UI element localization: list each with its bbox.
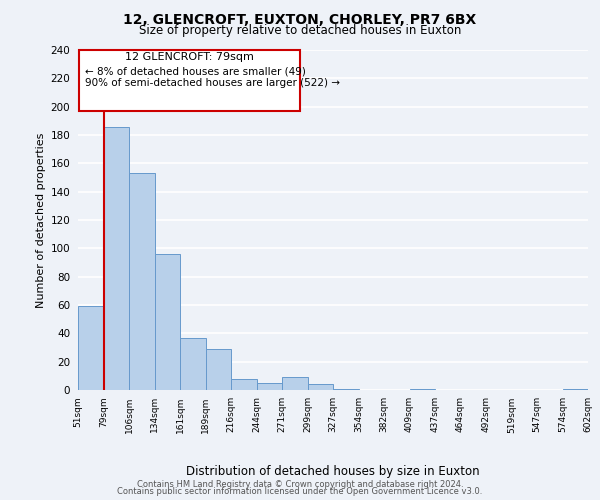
Text: ← 8% of detached houses are smaller (49): ← 8% of detached houses are smaller (49) bbox=[85, 66, 306, 76]
Text: Distribution of detached houses by size in Euxton: Distribution of detached houses by size … bbox=[186, 464, 480, 477]
Text: Contains HM Land Registry data © Crown copyright and database right 2024.: Contains HM Land Registry data © Crown c… bbox=[137, 480, 463, 489]
Bar bbox=[129, 174, 155, 390]
Text: Size of property relative to detached houses in Euxton: Size of property relative to detached ho… bbox=[139, 24, 461, 37]
Text: 12, GLENCROFT, EUXTON, CHORLEY, PR7 6BX: 12, GLENCROFT, EUXTON, CHORLEY, PR7 6BX bbox=[124, 12, 476, 26]
Bar bbox=[231, 378, 257, 390]
Bar bbox=[333, 388, 359, 390]
Text: 12 GLENCROFT: 79sqm: 12 GLENCROFT: 79sqm bbox=[125, 52, 254, 62]
Bar bbox=[282, 377, 308, 390]
Text: Contains public sector information licensed under the Open Government Licence v3: Contains public sector information licen… bbox=[118, 487, 482, 496]
Bar bbox=[104, 126, 129, 390]
Bar bbox=[563, 388, 588, 390]
Bar bbox=[180, 338, 205, 390]
Y-axis label: Number of detached properties: Number of detached properties bbox=[37, 132, 46, 308]
Bar bbox=[78, 306, 104, 390]
Bar bbox=[257, 383, 282, 390]
Bar bbox=[308, 384, 333, 390]
Text: 90% of semi-detached houses are larger (522) →: 90% of semi-detached houses are larger (… bbox=[85, 78, 340, 88]
Bar bbox=[155, 254, 180, 390]
Bar bbox=[205, 349, 231, 390]
Bar bbox=[409, 388, 435, 390]
